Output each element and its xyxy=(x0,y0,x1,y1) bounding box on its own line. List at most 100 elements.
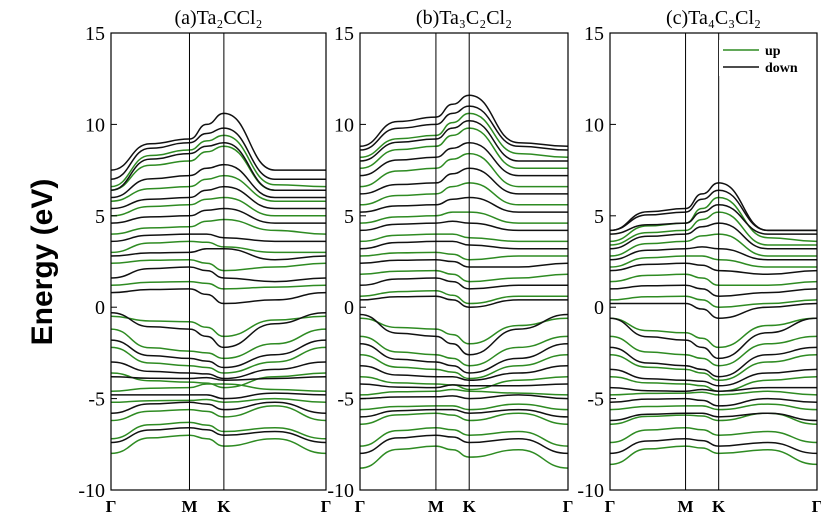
band-line-up xyxy=(610,255,817,268)
band-line-down xyxy=(360,343,568,374)
band-line-down xyxy=(360,364,568,382)
y-tick-label: -10 xyxy=(78,480,105,502)
y-tick-label: -5 xyxy=(337,389,354,411)
band-line-up xyxy=(111,240,326,254)
band-line-up xyxy=(360,211,568,224)
kpoint-label: K xyxy=(712,497,726,516)
band-line-up xyxy=(610,403,817,411)
band-line-up xyxy=(610,375,817,393)
band-line-up xyxy=(360,427,568,447)
band-line-up xyxy=(111,421,326,440)
band-line-down xyxy=(111,266,326,283)
band-line-down xyxy=(610,182,817,232)
panel-title: (b)Ta₃C₂Cl₂ xyxy=(416,7,512,29)
kpoint-label: Γ xyxy=(605,497,616,516)
y-tick-label: -10 xyxy=(577,480,604,502)
y-tick-label: 15 xyxy=(334,23,354,45)
panel-frame xyxy=(110,32,327,491)
band-line-up xyxy=(610,273,817,287)
y-tick-label: 5 xyxy=(95,206,105,228)
y-tick-label: -5 xyxy=(587,389,604,411)
panel-title: (c)Ta₄C₃Cl₂ xyxy=(666,7,761,29)
band-line-down xyxy=(610,386,817,393)
band-line-up xyxy=(360,112,568,159)
band-line-down xyxy=(360,383,568,389)
kpoint-label: K xyxy=(463,497,477,516)
band-line-down xyxy=(360,295,568,308)
kpoint-label: M xyxy=(181,497,197,516)
band-line-up xyxy=(111,145,326,191)
band-line-down xyxy=(360,105,568,151)
legend-label-up: up xyxy=(765,44,781,59)
band-line-up xyxy=(111,397,326,404)
kpoint-label: Γ xyxy=(355,497,366,516)
band-line-down xyxy=(610,246,817,261)
band-line-down xyxy=(111,311,326,349)
band-line-up xyxy=(111,328,326,360)
band-line-down xyxy=(111,361,326,380)
band-line-down xyxy=(111,185,326,210)
band-line-down xyxy=(360,394,568,400)
band-line-up xyxy=(360,182,568,206)
band-line-down xyxy=(360,277,568,290)
kpoint-label: M xyxy=(428,497,444,516)
band-line-up xyxy=(111,372,326,389)
band-line-down xyxy=(360,240,568,250)
band-line-down xyxy=(360,313,568,356)
band-line-up xyxy=(111,134,326,188)
band-line-down xyxy=(111,163,326,199)
band-line-down xyxy=(360,408,568,418)
band-line-up xyxy=(610,445,817,466)
kpoint-label: K xyxy=(217,497,231,516)
y-tick-label: 5 xyxy=(344,206,354,228)
band-line-up xyxy=(111,174,326,202)
band-line-down xyxy=(111,141,326,191)
band-line-up xyxy=(360,403,568,411)
band-line-up xyxy=(610,353,817,382)
band-line-up xyxy=(360,388,568,396)
kpoint-label: M xyxy=(678,497,694,516)
panel-frame xyxy=(359,32,569,491)
panel-title: (a)Ta₂CCl₂ xyxy=(174,7,262,29)
band-line-up xyxy=(610,335,817,367)
y-axis-label: Energy (eV) xyxy=(26,179,59,346)
band-line-down xyxy=(111,127,326,180)
band-line-up xyxy=(111,218,326,235)
band-line-down xyxy=(610,302,817,319)
band-line-up xyxy=(610,390,817,396)
band-line-down xyxy=(111,339,326,369)
band-line-up xyxy=(360,317,568,345)
y-tick-label: 0 xyxy=(344,297,354,319)
band-line-down xyxy=(360,119,568,162)
y-tick-label: 0 xyxy=(594,297,604,319)
kpoint-label: Γ xyxy=(321,497,332,516)
band-line-down xyxy=(360,220,568,232)
band-line-down xyxy=(610,317,817,360)
band-line-up xyxy=(111,280,326,290)
band-line-up xyxy=(111,383,326,393)
y-tick-label: 5 xyxy=(594,206,604,228)
band-line-down xyxy=(610,438,817,455)
band-line-down xyxy=(610,368,817,387)
band-line-down xyxy=(111,247,326,261)
band-line-up xyxy=(360,445,568,469)
y-tick-label: -10 xyxy=(327,480,354,502)
y-tick-label: 0 xyxy=(95,297,105,319)
band-line-down xyxy=(111,207,326,224)
band-line-up xyxy=(111,434,326,455)
band-line-down xyxy=(360,167,568,195)
band-group-1 xyxy=(360,94,568,469)
legend-box xyxy=(719,40,813,76)
band-line-down xyxy=(111,392,326,400)
band-line-up xyxy=(360,412,568,425)
band-line-down xyxy=(111,288,326,305)
band-line-up xyxy=(360,335,568,367)
band-line-down xyxy=(610,397,817,407)
y-tick-label: 15 xyxy=(85,23,105,45)
band-line-down xyxy=(610,412,817,422)
band-line-up xyxy=(111,346,326,374)
band-line-down xyxy=(610,204,817,235)
band-line-down xyxy=(111,427,326,444)
band-line-down xyxy=(111,233,326,243)
band-line-down xyxy=(610,284,817,297)
